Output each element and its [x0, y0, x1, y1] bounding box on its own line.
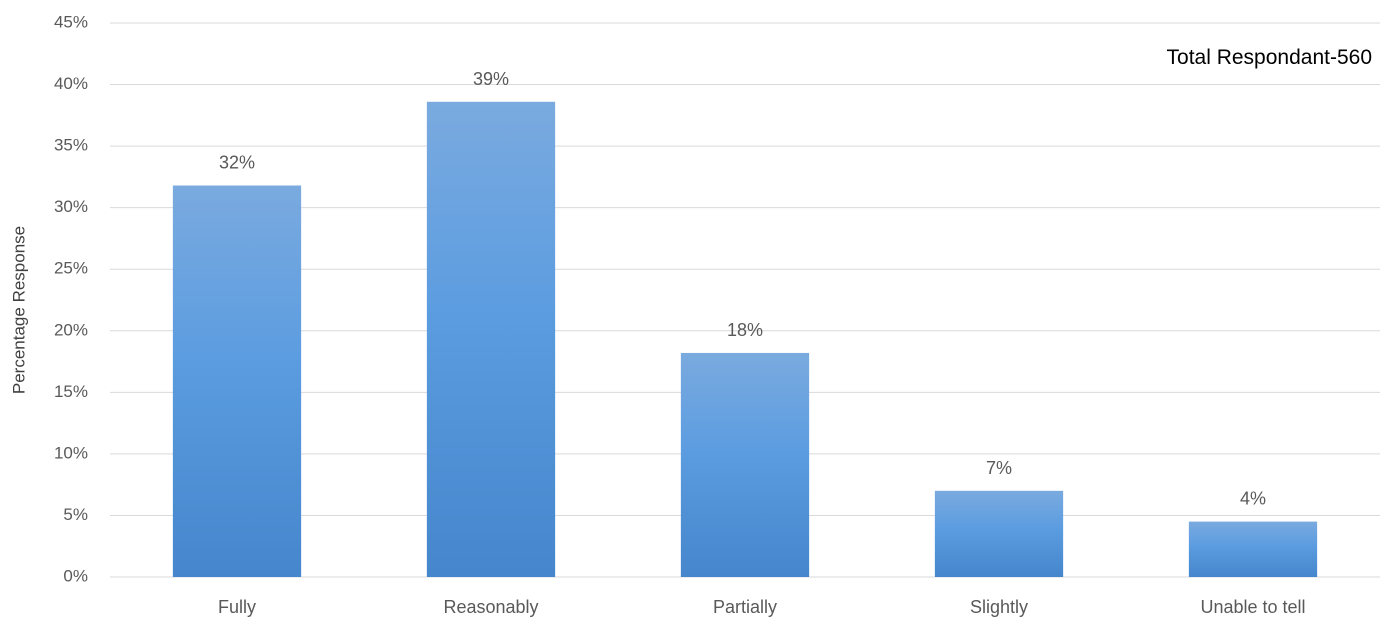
labels: 0% 5% 10% 15% 20% 25% 30% 35% 40% 45% 32% Fully 39% R… [54, 12, 1306, 617]
x-category-label: Slightly [970, 597, 1028, 617]
x-category-label: Reasonably [443, 597, 538, 617]
y-tick-label: 40% [54, 74, 88, 93]
y-tick-label: 45% [54, 12, 88, 31]
y-tick-label: 5% [63, 505, 88, 524]
bar-partially [680, 352, 810, 577]
data-label: 32% [219, 153, 255, 173]
data-label: 4% [1240, 489, 1266, 509]
y-axis-title: Percentage Response [9, 226, 28, 394]
data-label: 7% [986, 458, 1012, 478]
bar-slightly [934, 490, 1064, 577]
y-tick-label: 0% [63, 566, 88, 585]
data-label: 39% [473, 69, 509, 89]
gridlines [110, 22, 1380, 578]
bars [172, 101, 1318, 578]
bar-fully [172, 185, 302, 578]
x-category-label: Unable to tell [1200, 597, 1305, 617]
y-tick-label: 20% [54, 320, 88, 339]
y-tick-label: 35% [54, 136, 88, 155]
bar-reasonably [426, 101, 556, 578]
x-category-label: Fully [218, 597, 256, 617]
x-category-label: Partially [713, 597, 777, 617]
y-tick-label: 10% [54, 443, 88, 462]
data-label: 18% [727, 320, 763, 340]
y-tick-label: 30% [54, 197, 88, 216]
y-tick-label: 15% [54, 382, 88, 401]
bar-unable-to-tell [1188, 521, 1318, 577]
total-respondent-annotation: Total Respondant-560 [1167, 46, 1372, 69]
y-tick-label: 25% [54, 259, 88, 278]
